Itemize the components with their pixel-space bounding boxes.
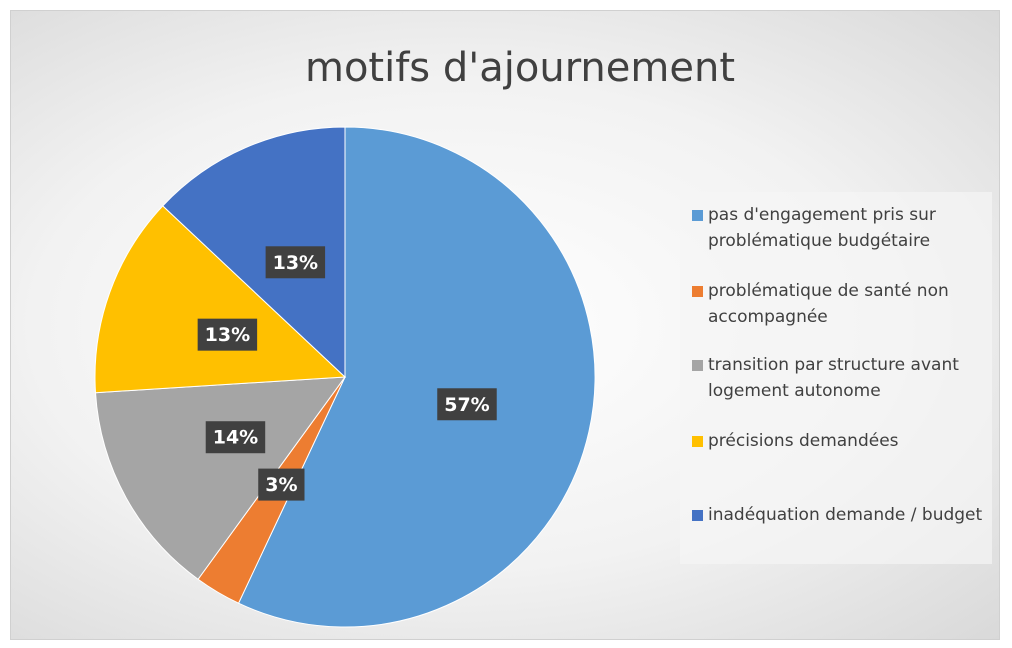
legend-swatch — [692, 210, 703, 221]
legend-swatch — [692, 286, 703, 297]
legend-swatch — [692, 436, 703, 447]
data-label-box — [437, 388, 497, 421]
legend-label: inadéquation demande / budget — [708, 505, 983, 525]
legend-label: pas d'engagement pris sur problématique … — [708, 205, 936, 251]
data-label-box — [265, 246, 326, 279]
legend-label: transition par structure avant logement … — [708, 355, 959, 401]
data-label-text: 3% — [265, 474, 297, 496]
data-label: 57% — [437, 388, 497, 421]
data-label-text: 14% — [213, 427, 258, 449]
legend-item: pas d'engagement pris sur problématique … — [692, 202, 998, 254]
legend-item: transition par structure avant logement … — [692, 352, 998, 404]
legend-item: inadéquation demande / budget — [692, 502, 998, 528]
chart-title: motifs d'ajournement — [305, 45, 735, 91]
data-label-text: 13% — [273, 252, 318, 274]
data-label: 13% — [265, 246, 326, 279]
legend-swatch — [692, 360, 703, 371]
pie-slice — [162, 126, 346, 379]
legend-item: précisions demandées — [692, 428, 998, 454]
data-label-box — [258, 468, 305, 501]
pie-slice — [94, 376, 347, 580]
legend: pas d'engagement pris sur problématique … — [680, 192, 992, 564]
legend-label: précisions demandées — [708, 431, 899, 451]
pie-slice — [94, 205, 347, 394]
data-label-text: 13% — [205, 324, 250, 346]
data-label: 3% — [258, 468, 305, 501]
legend-swatch — [692, 510, 703, 521]
data-label-text: 57% — [444, 394, 489, 416]
data-label: 13% — [197, 318, 258, 351]
legend-item: problématique de santé non accompagnée — [692, 278, 998, 330]
data-label-box — [197, 318, 258, 351]
legend-label: problématique de santé non accompagnée — [708, 281, 949, 327]
pie-slice — [237, 126, 596, 628]
data-label: 14% — [205, 421, 266, 454]
data-label-box — [205, 421, 266, 454]
